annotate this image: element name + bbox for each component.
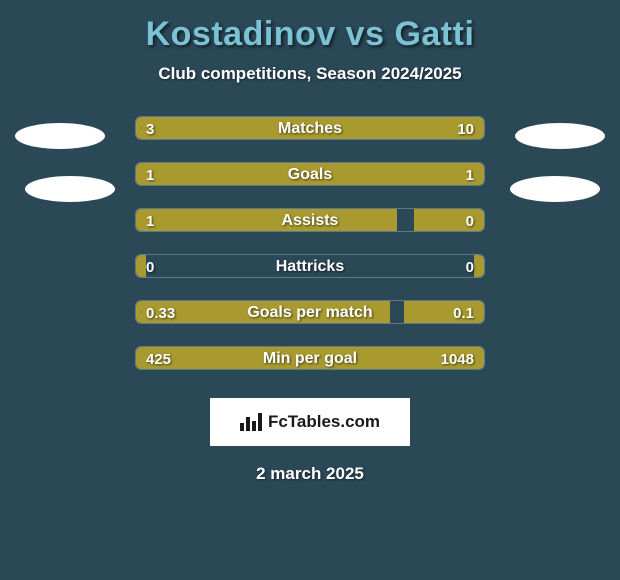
- comparison-subtitle: Club competitions, Season 2024/2025: [0, 64, 620, 84]
- stat-value-right: 0: [466, 209, 474, 232]
- stat-row: 310Matches: [0, 116, 620, 140]
- stat-value-right: 10: [457, 117, 474, 140]
- stat-bar-left: [136, 163, 310, 185]
- stat-value-right: 0.1: [453, 301, 474, 324]
- brand-text: FcTables.com: [268, 412, 380, 432]
- stat-bar-left: [136, 255, 146, 277]
- stat-bar-track: 0 0Hattricks: [135, 254, 485, 278]
- stat-value-right: 1: [466, 163, 474, 186]
- stat-value-left: 0: [146, 255, 154, 278]
- stat-value-left: 3: [146, 117, 154, 140]
- stat-row: 11Goals: [0, 162, 620, 186]
- stat-value-left: 1: [146, 209, 154, 232]
- stat-row: 4251048Min per goal: [0, 346, 620, 370]
- date-label: 2 march 2025: [0, 464, 620, 484]
- stat-bar-left: [136, 209, 397, 231]
- stat-value-left: 425: [146, 347, 171, 370]
- stat-bar-track: 4251048Min per goal: [135, 346, 485, 370]
- stat-row: 10Assists: [0, 208, 620, 232]
- stat-bar-track: 0.330.1Goals per match: [135, 300, 485, 324]
- stat-label: Hattricks: [136, 255, 484, 278]
- stat-bar-right: [310, 163, 484, 185]
- stats-list: 310Matches11Goals10Assists00Hattricks0.3…: [0, 116, 620, 370]
- stat-value-right: 0: [466, 255, 474, 278]
- stat-bar-track: 310Matches: [135, 116, 485, 140]
- stat-bar-right: [474, 255, 484, 277]
- bars-icon: [240, 413, 262, 431]
- stat-row: 0 0Hattricks: [0, 254, 620, 278]
- brand-badge[interactable]: FcTables.com: [210, 398, 410, 446]
- stat-row: 0.330.1Goals per match: [0, 300, 620, 324]
- stat-value-left: 1: [146, 163, 154, 186]
- stat-bar-track: 10Assists: [135, 208, 485, 232]
- stat-value-left: 0.33: [146, 301, 175, 324]
- stat-value-right: 1048: [441, 347, 474, 370]
- stat-bar-track: 11Goals: [135, 162, 485, 186]
- stat-bar-right: [216, 117, 484, 139]
- comparison-title: Kostadinov vs Gatti: [0, 15, 620, 54]
